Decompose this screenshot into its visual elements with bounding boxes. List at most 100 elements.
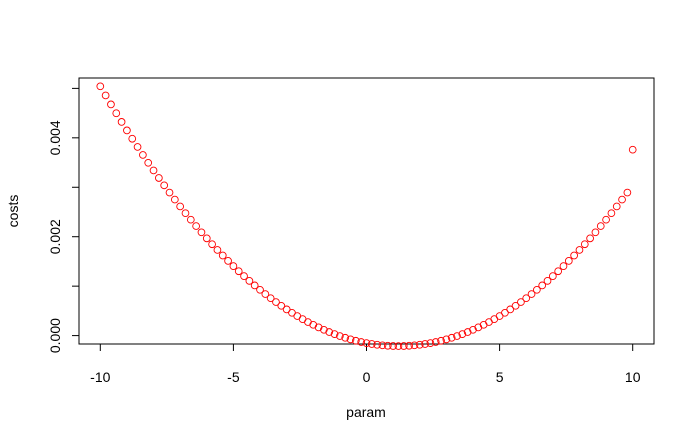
data-point — [405, 341, 413, 350]
x-axis-title: param — [346, 404, 386, 420]
x-axis: -10 -5 0 5 10 — [90, 343, 641, 385]
data-point — [543, 277, 552, 285]
data-point — [250, 281, 259, 290]
data-point — [415, 340, 424, 349]
data-point — [548, 272, 557, 280]
data-point — [101, 91, 110, 100]
data-point — [522, 294, 531, 303]
data-point — [170, 195, 179, 204]
data-point — [330, 330, 339, 338]
data-point — [596, 222, 605, 230]
data-point — [96, 82, 105, 91]
data-point — [224, 257, 232, 265]
data-point — [314, 323, 323, 332]
x-tick-label: -10 — [90, 369, 110, 385]
data-point — [176, 202, 185, 211]
data-point — [218, 251, 227, 260]
data-point — [458, 330, 467, 338]
data-point — [564, 257, 573, 265]
data-point — [383, 341, 392, 350]
data-point — [426, 339, 435, 347]
data-point — [240, 272, 248, 280]
data-point — [229, 262, 238, 270]
data-point — [517, 298, 525, 306]
data-point — [378, 341, 387, 350]
data-point — [186, 215, 195, 224]
data-point — [266, 294, 275, 303]
data-point — [320, 325, 328, 334]
data-point — [112, 109, 121, 118]
data-point — [325, 328, 334, 336]
data-point — [442, 335, 451, 344]
data-point — [623, 188, 632, 197]
data-point — [367, 340, 376, 348]
y-axis: 0.000 0.002 0.004 — [47, 87, 80, 353]
data-point — [628, 145, 637, 154]
data-point — [261, 290, 270, 298]
data-point — [208, 240, 216, 249]
data-point — [389, 342, 397, 350]
data-point — [586, 234, 594, 243]
data-point — [160, 181, 169, 190]
x-tick-label: -5 — [227, 369, 240, 385]
data-point — [421, 340, 429, 348]
data-point — [607, 209, 616, 218]
data-point — [181, 209, 190, 218]
y-tick-label: 0.004 — [47, 120, 63, 155]
data-point — [447, 333, 456, 342]
x-tick-label: 10 — [625, 369, 641, 385]
data-point — [463, 328, 472, 336]
data-point — [346, 335, 355, 344]
data-point — [352, 336, 360, 345]
data-point — [341, 333, 350, 342]
data-point — [399, 342, 408, 350]
data-point — [149, 166, 158, 175]
data-point — [591, 228, 600, 237]
data-point — [234, 267, 243, 276]
data-points — [96, 82, 637, 350]
data-point — [107, 100, 115, 109]
data-point — [277, 301, 286, 310]
data-point — [437, 336, 445, 345]
data-point — [602, 215, 610, 224]
data-point — [373, 340, 381, 349]
data-point — [128, 134, 137, 143]
data-point — [144, 158, 153, 167]
data-point — [527, 290, 536, 298]
data-point — [575, 246, 584, 254]
data-point — [165, 188, 174, 197]
data-point — [612, 202, 621, 211]
data-point — [123, 126, 131, 135]
data-point — [245, 277, 254, 285]
data-point — [117, 118, 126, 126]
data-point — [336, 332, 344, 340]
data-point — [570, 251, 578, 260]
data-point — [506, 305, 515, 314]
data-point — [256, 285, 264, 294]
data-point — [213, 246, 222, 254]
data-point — [410, 341, 419, 350]
data-point — [282, 305, 291, 314]
data-point — [192, 222, 200, 230]
data-point — [469, 325, 477, 334]
data-point — [202, 234, 211, 243]
data-point — [618, 195, 626, 204]
data-point — [362, 339, 371, 347]
data-point — [501, 308, 509, 317]
data-point — [394, 342, 403, 350]
data-point — [554, 267, 563, 276]
y-tick-label: 0.002 — [47, 219, 63, 254]
x-tick-label: 5 — [496, 369, 504, 385]
data-point — [139, 151, 147, 159]
x-tick-label: 0 — [363, 369, 371, 385]
data-point — [511, 301, 520, 310]
data-point — [197, 228, 206, 237]
data-point — [580, 240, 589, 249]
data-point — [272, 298, 280, 306]
y-axis-title: costs — [5, 195, 21, 228]
data-point — [357, 338, 366, 346]
y-tick-label: 0.000 — [47, 318, 63, 353]
data-point — [133, 143, 142, 151]
data-point — [155, 174, 163, 182]
